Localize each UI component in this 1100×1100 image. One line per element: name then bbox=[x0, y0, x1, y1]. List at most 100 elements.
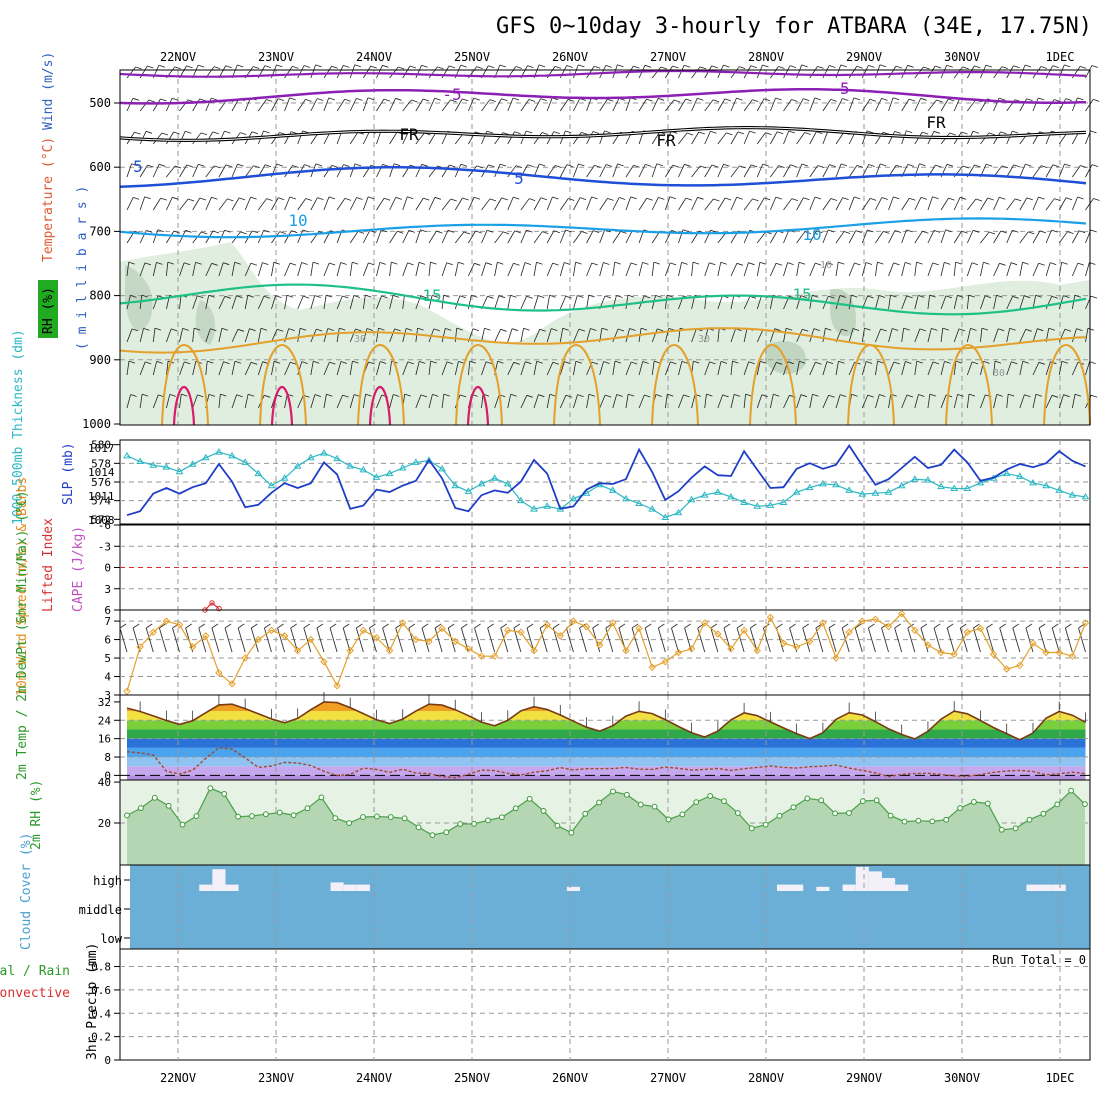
wind-barb-flag bbox=[907, 164, 914, 167]
wind-barb bbox=[126, 98, 134, 112]
wind-barb bbox=[783, 99, 792, 112]
wind-barb bbox=[244, 165, 254, 178]
wind-barb bbox=[717, 262, 722, 277]
wind-barb-flag bbox=[499, 64, 507, 68]
wind-barb bbox=[467, 361, 471, 376]
wind-barb-flag bbox=[812, 294, 819, 298]
wind-barb bbox=[179, 394, 182, 409]
wind-barb-flag bbox=[154, 327, 162, 331]
wind-barb bbox=[1019, 361, 1024, 376]
wind-barb bbox=[678, 262, 682, 277]
thickness-point bbox=[543, 502, 552, 509]
wind-barb bbox=[257, 361, 264, 376]
wind-barb-flag bbox=[642, 361, 649, 364]
wind-barb bbox=[1085, 99, 1094, 112]
wind-barb-flag bbox=[869, 198, 877, 201]
wind-barb bbox=[1019, 295, 1025, 310]
wind-barb-flag bbox=[184, 361, 191, 365]
rh2m-point bbox=[790, 804, 797, 811]
wind-speed-point bbox=[1081, 619, 1090, 627]
wind-barb-flag bbox=[759, 261, 767, 265]
wind-barb bbox=[192, 262, 196, 277]
wind-barb bbox=[638, 164, 646, 178]
wind-barb-flag bbox=[1024, 295, 1031, 299]
wind-barb-flag bbox=[185, 229, 192, 233]
wind-barb-flag bbox=[536, 360, 543, 364]
wind-barb-flag bbox=[955, 261, 962, 265]
wind-barb-flag bbox=[968, 393, 976, 397]
wind-barb-flag bbox=[305, 198, 312, 201]
wind-barb bbox=[559, 262, 565, 277]
wind-barb bbox=[993, 263, 1000, 277]
wind-barb bbox=[481, 230, 488, 244]
wind-barb bbox=[284, 196, 291, 211]
wind-speed-point bbox=[1029, 639, 1037, 647]
wind-barb-flag bbox=[829, 65, 836, 68]
wind-barb-10m bbox=[447, 627, 456, 653]
tick-label: 0 bbox=[104, 562, 111, 575]
wind-barb bbox=[835, 361, 839, 376]
wind-barb-flag bbox=[778, 66, 785, 69]
wind-barb-flag bbox=[592, 131, 600, 134]
wind-barb bbox=[612, 64, 618, 79]
wind-barb bbox=[861, 164, 869, 178]
rh-shading-core bbox=[830, 289, 856, 337]
wind-barb-flag bbox=[988, 231, 996, 235]
contour-label: 15 bbox=[422, 286, 441, 305]
wind-barb-flag bbox=[423, 197, 430, 201]
wind-barb-flag bbox=[972, 130, 980, 134]
wind-barb bbox=[349, 132, 359, 145]
wind-barb-10m bbox=[579, 627, 587, 653]
wind-barb bbox=[743, 164, 752, 178]
wind-barb bbox=[875, 163, 881, 178]
wind-barb bbox=[441, 262, 448, 277]
wind-barb bbox=[284, 295, 288, 310]
wind-barb-flag bbox=[581, 132, 588, 135]
wind-barb-flag bbox=[894, 230, 902, 233]
wind-barb bbox=[376, 295, 382, 310]
wind-barb-flag bbox=[774, 328, 781, 332]
wind-barb-flag bbox=[804, 132, 811, 135]
wind-barb-10m bbox=[198, 627, 207, 653]
wind-barb bbox=[809, 131, 817, 145]
wind-barb-flag bbox=[946, 64, 953, 68]
wind-barb-flag bbox=[449, 164, 456, 168]
contour-label: -5 bbox=[442, 85, 461, 104]
wind-barb-flag bbox=[279, 231, 286, 235]
wind-barb-flag bbox=[273, 261, 280, 265]
wind-barb bbox=[756, 329, 764, 343]
wind-barb-10m-flag bbox=[487, 623, 494, 629]
wind-barb-flag bbox=[932, 262, 939, 266]
rh2m-point bbox=[124, 812, 130, 819]
wind-barb-flag bbox=[646, 98, 653, 102]
wind-barb bbox=[1019, 197, 1028, 211]
date-label-bottom: 28NOV bbox=[748, 1071, 784, 1085]
thickness-point bbox=[845, 486, 854, 493]
rh2m-point bbox=[762, 821, 769, 828]
wind-barb bbox=[612, 163, 618, 178]
wind-barb bbox=[796, 262, 800, 277]
wind-speed-point bbox=[950, 650, 958, 659]
wind-barb bbox=[586, 328, 591, 343]
wind-barb-flag bbox=[942, 327, 949, 331]
wind-barb bbox=[678, 98, 687, 112]
wind-barb-flag bbox=[133, 197, 140, 200]
wind-barb-10m bbox=[158, 627, 167, 653]
wind-speed-point bbox=[937, 648, 945, 657]
date-label-top: 29NOV bbox=[846, 50, 882, 64]
wind-barb bbox=[822, 361, 828, 376]
thickness-point bbox=[608, 486, 617, 493]
wind-barb-10m-flag bbox=[434, 623, 442, 629]
contour-15 bbox=[119, 283, 1087, 316]
wind-barb bbox=[389, 361, 392, 376]
wind-barb-flag bbox=[514, 131, 521, 135]
wind-barb bbox=[389, 262, 392, 277]
wind-barb bbox=[875, 328, 882, 343]
wind-barb bbox=[231, 197, 240, 211]
wind-barb-flag bbox=[867, 394, 874, 398]
wind-speed-point bbox=[136, 643, 144, 651]
wind-barb bbox=[796, 394, 802, 409]
wind-barb-flag bbox=[316, 328, 323, 332]
thickness-point bbox=[425, 456, 433, 464]
wind-barb bbox=[573, 64, 579, 79]
